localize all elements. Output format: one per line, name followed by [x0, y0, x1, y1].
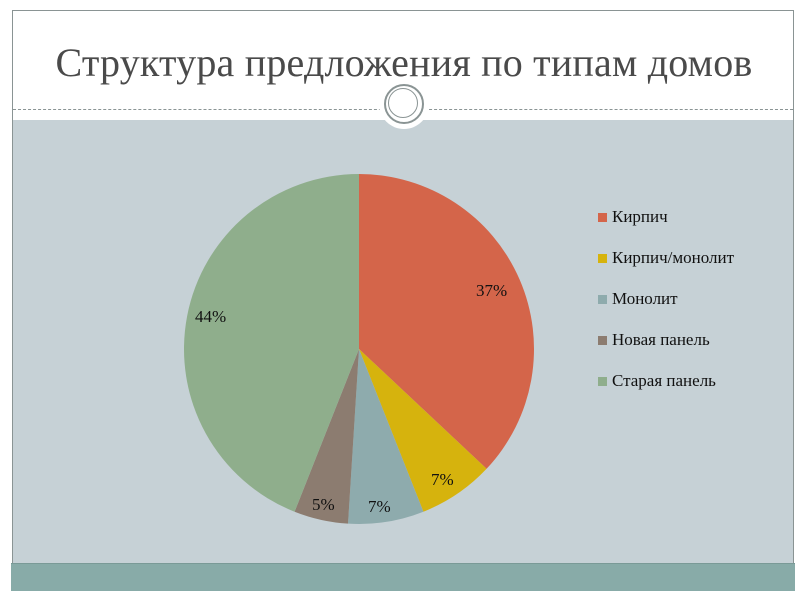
legend-item-old-panel: Старая панель — [598, 371, 716, 391]
slide-title: Структура предложения по типам домов — [55, 40, 753, 85]
legend-swatch-icon — [598, 294, 607, 304]
legend-item-monolith: Монолит — [598, 289, 678, 309]
pie-label-new-panel: 5% — [312, 495, 335, 514]
legend-item-new-panel: Новая панель — [598, 330, 710, 350]
footer-band — [11, 563, 795, 591]
legend-label: Монолит — [612, 289, 678, 308]
legend-swatch-icon — [598, 253, 607, 263]
pie-label-monolith: 7% — [368, 497, 391, 516]
legend-swatch-icon — [598, 376, 607, 386]
pie-label-old-panel: 44% — [195, 307, 227, 326]
circle-ornament-icon — [379, 79, 429, 129]
pie-label-brick-monolith: 7% — [431, 470, 454, 489]
legend-label: Кирпич — [612, 207, 668, 226]
pie-slice-monolith — [348, 349, 424, 524]
legend-item-brick-monolith: Кирпич/монолит — [598, 248, 734, 268]
legend-item-brick: Кирпич — [598, 207, 668, 227]
legend-swatch-icon — [598, 335, 607, 345]
pie-slice-brick-monolith — [359, 349, 487, 512]
pie-slice-old-panel — [184, 174, 359, 512]
pie-label-brick: 37% — [476, 281, 508, 300]
pie-slice-brick — [359, 174, 534, 469]
legend-label: Кирпич/монолит — [612, 248, 735, 267]
legend-swatch-icon — [598, 212, 607, 222]
pie-slice-new-panel — [294, 349, 359, 524]
legend-label: Старая панель — [612, 371, 716, 390]
legend-label: Новая панель — [612, 330, 710, 349]
